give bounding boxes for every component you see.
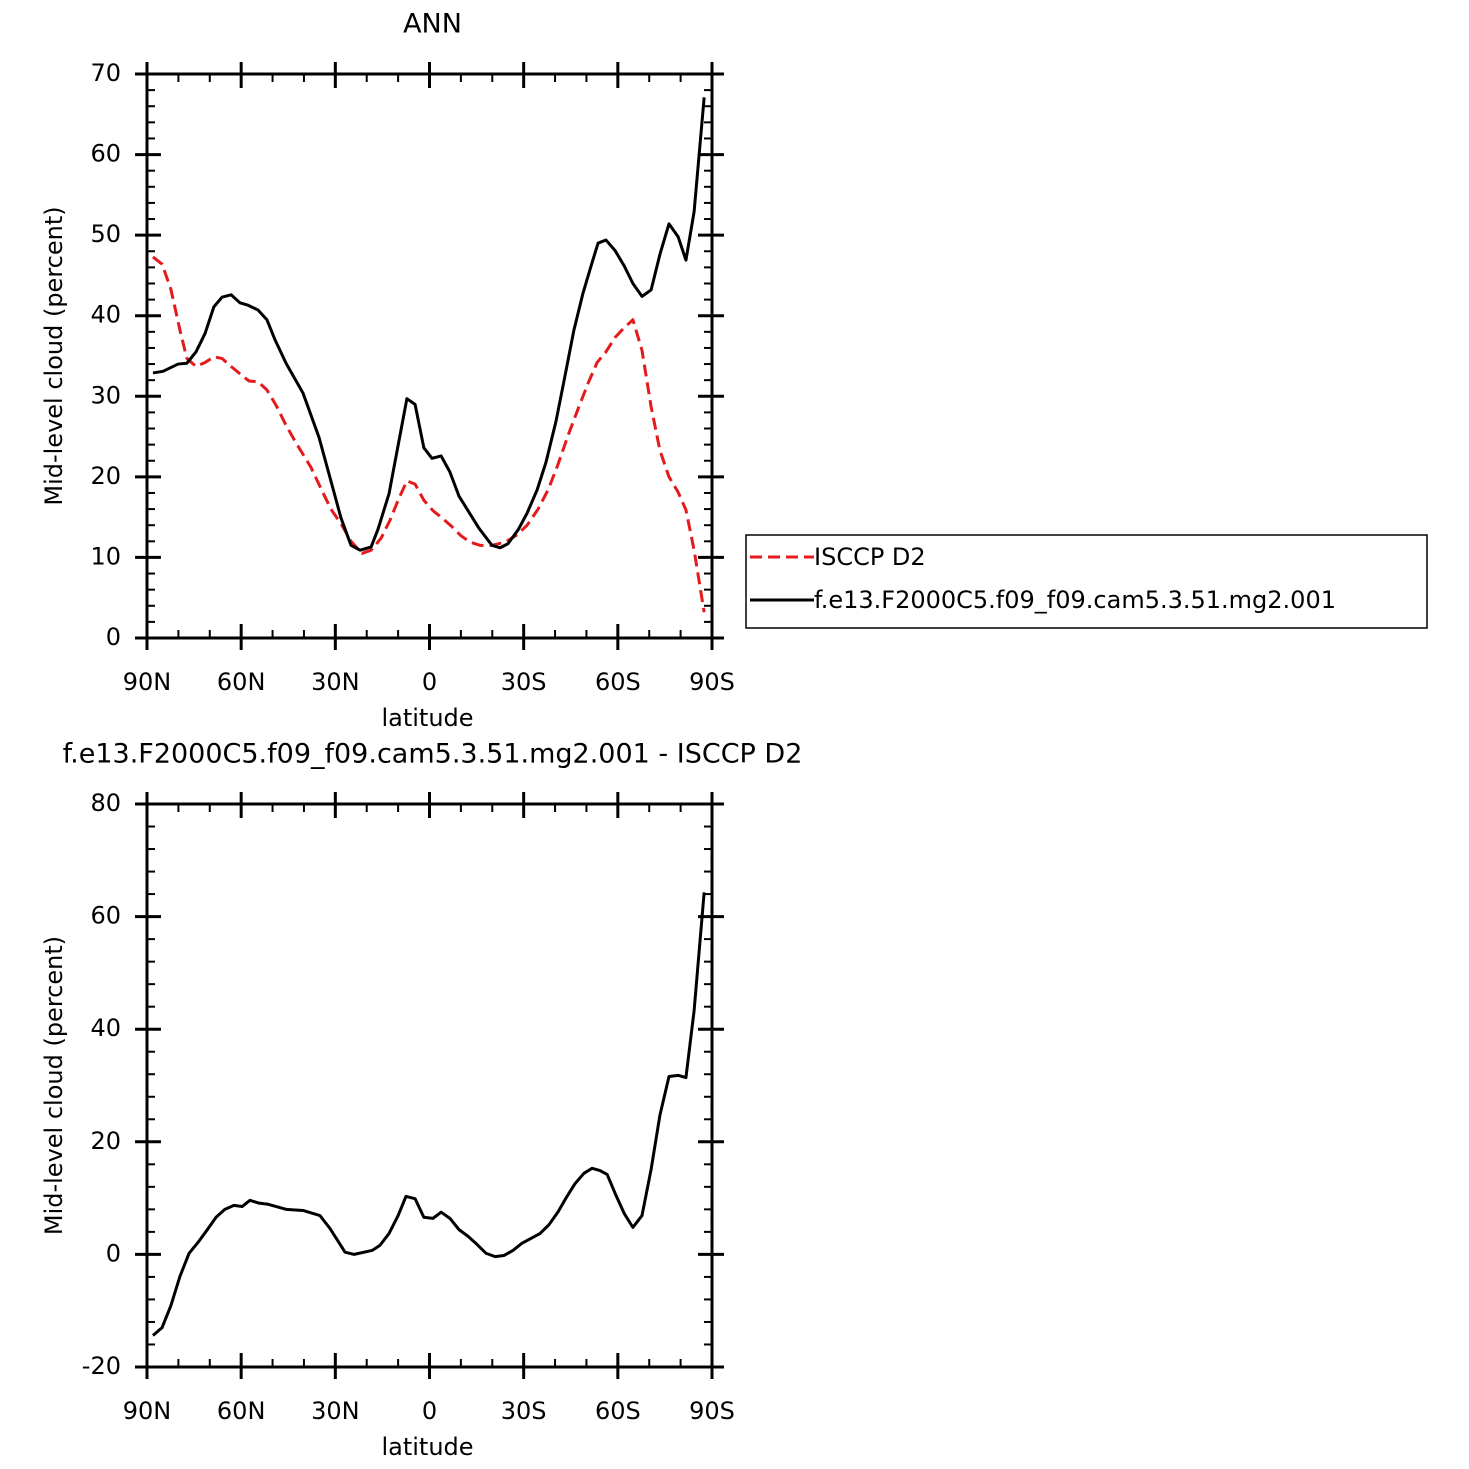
y-tick-label: 40 [90, 1014, 121, 1042]
y-tick-label: 30 [90, 381, 121, 409]
x-tick-label: 30S [501, 1397, 547, 1425]
x-tick-label: 30S [501, 668, 547, 696]
x-axis-title: latitude [381, 704, 473, 732]
x-tick-label: 60S [595, 1397, 641, 1425]
plot-frame [145, 72, 714, 640]
x-tick-label: 90S [689, 1397, 735, 1425]
y-tick-label: 0 [106, 1239, 121, 1267]
x-tick-label: 0 [422, 668, 437, 696]
x-tick-label: 60S [595, 668, 641, 696]
y-tick-label: -20 [82, 1352, 121, 1380]
y-tick-label: 60 [90, 140, 121, 168]
data-line [152, 255, 706, 613]
x-tick-label: 30N [311, 1397, 360, 1425]
y-tick-label: 20 [90, 1127, 121, 1155]
chart-title: ANN [403, 9, 462, 40]
y-axis-title: Mid-level cloud (percent) [40, 936, 68, 1235]
x-tick-label: 0 [422, 1397, 437, 1425]
y-tick-label: 20 [90, 462, 121, 490]
y-axis-title: Mid-level cloud (percent) [40, 206, 68, 505]
y-tick-label: 0 [106, 623, 121, 651]
x-tick-label: 90S [689, 668, 735, 696]
x-axis-title: latitude [381, 1433, 473, 1461]
chart-title: f.e13.F2000C5.f09_f09.cam5.3.51.mg2.001 … [63, 739, 803, 770]
data-line [151, 892, 706, 1337]
y-tick-label: 40 [90, 301, 121, 329]
legend-box [745, 534, 1428, 629]
y-tick-label: 50 [90, 220, 121, 248]
data-line [152, 97, 706, 552]
y-tick-label: 60 [90, 902, 121, 930]
x-tick-label: 60N [217, 1397, 266, 1425]
x-tick-label: 90N [123, 668, 172, 696]
x-tick-label: 90N [123, 1397, 172, 1425]
x-tick-label: 30N [311, 668, 360, 696]
y-tick-label: 70 [90, 59, 121, 87]
plot-frame [145, 802, 714, 1369]
x-tick-label: 60N [217, 668, 266, 696]
y-tick-label: 10 [90, 542, 121, 570]
legend-label: ISCCP D2 [814, 543, 926, 571]
legend-label: f.e13.F2000C5.f09_f09.cam5.3.51.mg2.001 [814, 586, 1336, 614]
y-tick-label: 80 [90, 789, 121, 817]
